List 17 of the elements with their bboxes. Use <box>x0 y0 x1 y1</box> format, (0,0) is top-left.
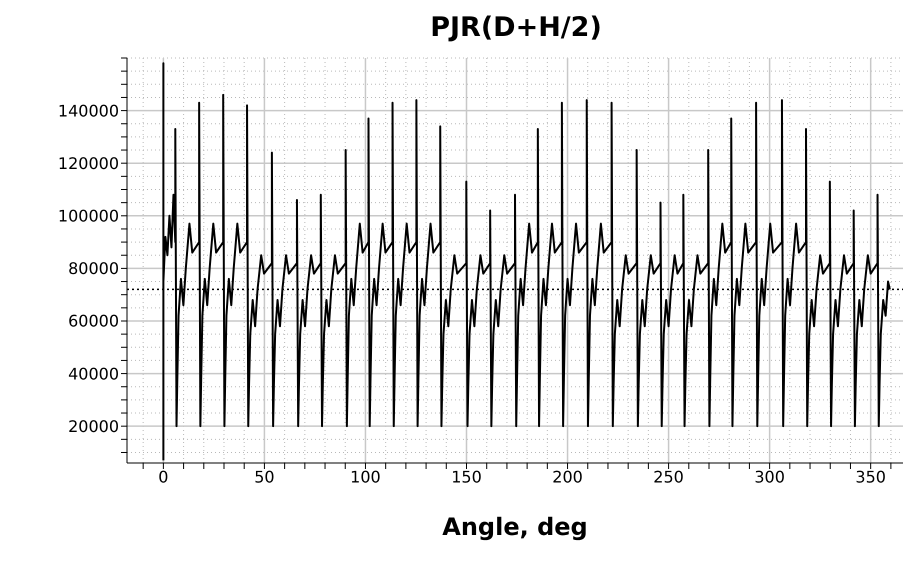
x-tick-label: 200 <box>552 467 583 486</box>
y-tick-label: 140000 <box>58 101 119 120</box>
x-tick-label: 0 <box>158 467 168 486</box>
x-tick-label: 250 <box>653 467 684 486</box>
y-tick-label: 20000 <box>68 416 119 436</box>
x-tick-label: 50 <box>254 467 275 486</box>
y-tick-label: 80000 <box>68 259 119 278</box>
y-tick-label: 60000 <box>68 312 119 331</box>
chart-title: PJR(D+H/2) <box>429 11 603 45</box>
y-tick-label: 120000 <box>58 154 119 173</box>
x-tick-label: 100 <box>350 467 381 486</box>
y-tick-label: 100000 <box>58 206 119 226</box>
x-tick-label: 150 <box>451 467 482 486</box>
x-axis-title: Angle, deg <box>442 513 588 541</box>
x-tick-label: 350 <box>855 467 886 486</box>
x-tick-label: 300 <box>754 467 785 486</box>
y-tick-label: 40000 <box>68 364 119 384</box>
